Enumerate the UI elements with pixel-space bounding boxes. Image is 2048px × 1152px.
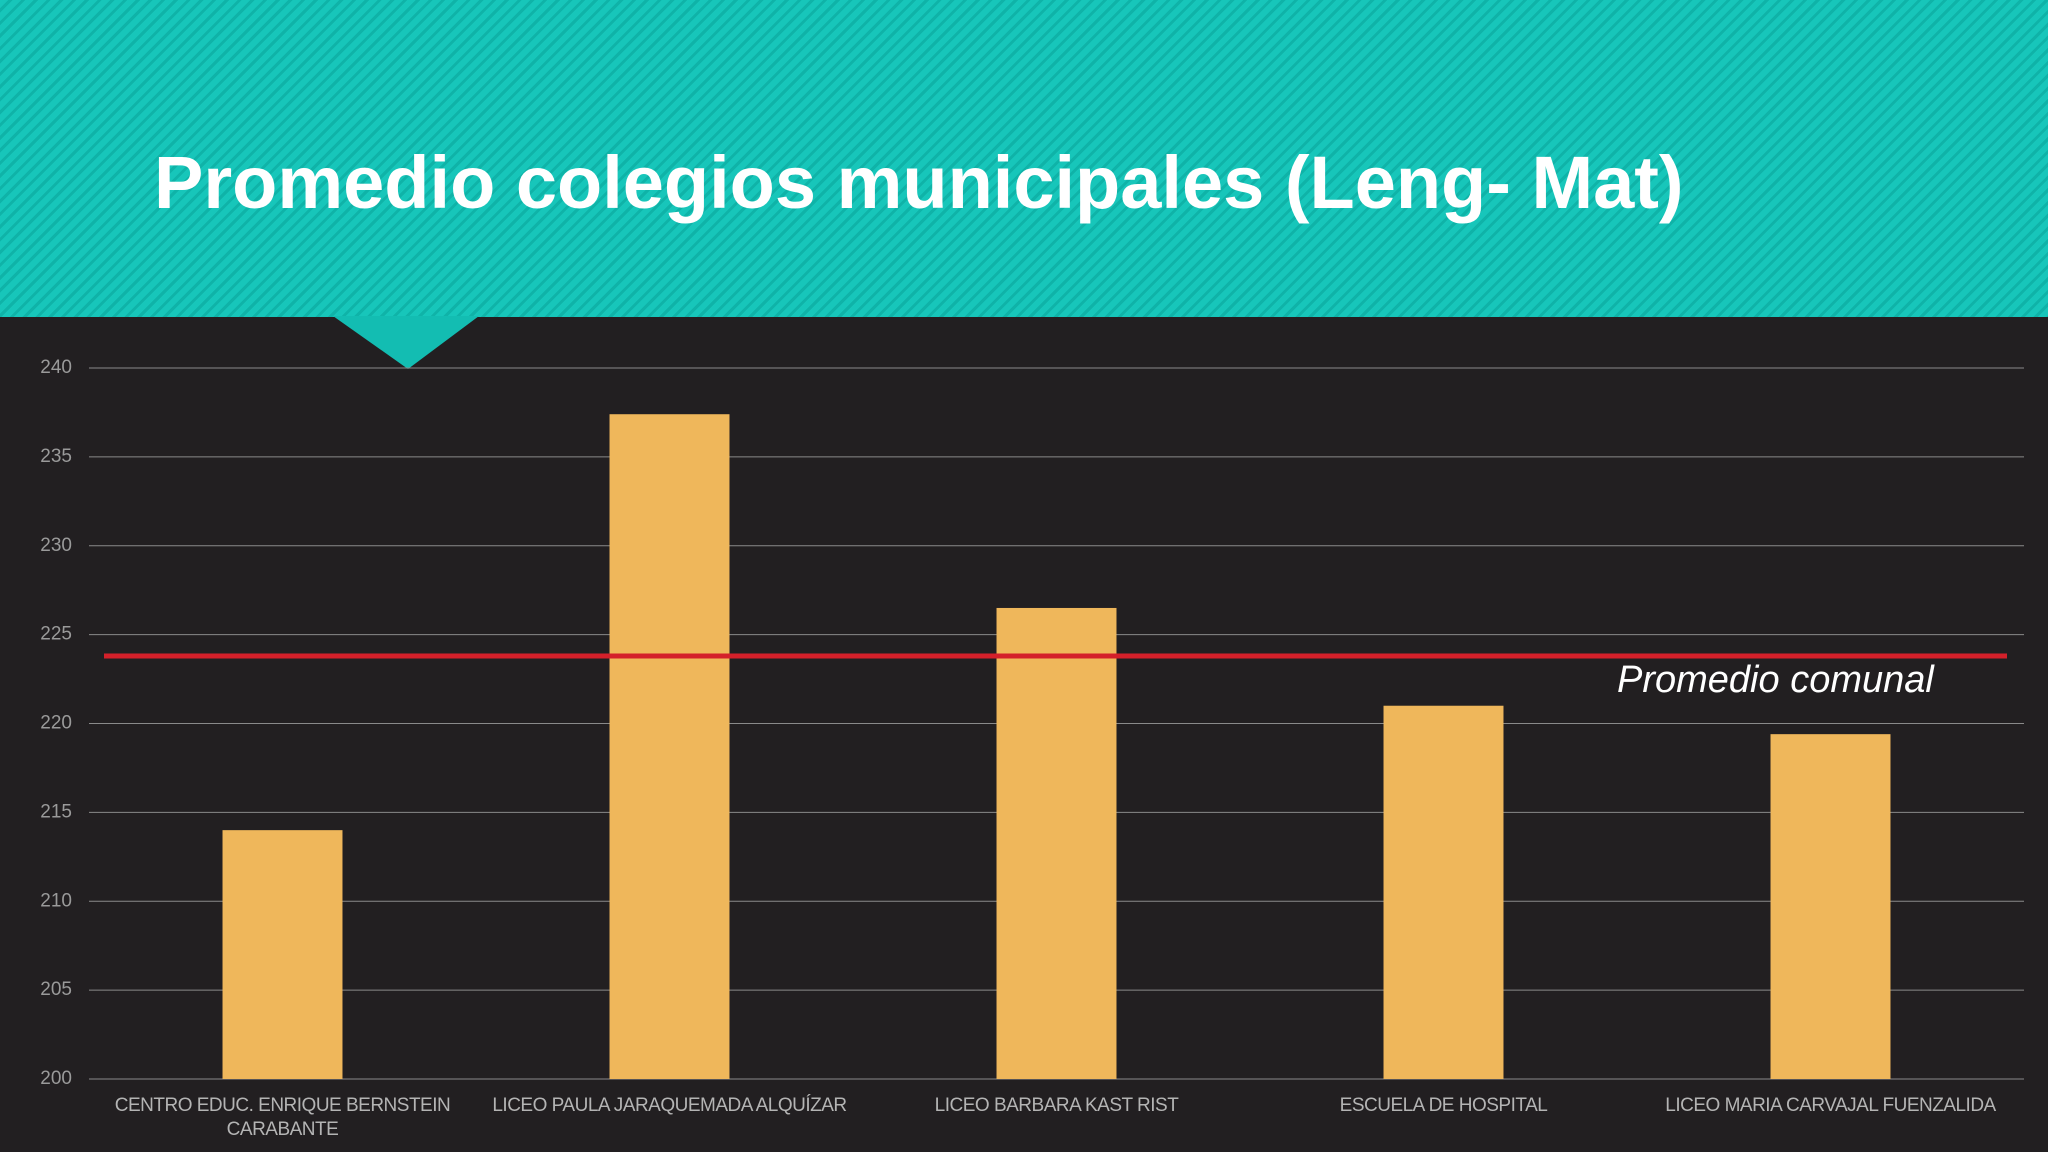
y-tick-label: 225 — [40, 624, 72, 645]
y-tick-label: 235 — [40, 446, 72, 467]
bar — [996, 607, 1117, 1079]
y-tick-label: 215 — [40, 801, 72, 822]
y-tick-label: 230 — [40, 535, 72, 556]
y-tick-label: 210 — [40, 890, 72, 911]
bar — [222, 830, 343, 1079]
reference-label: Promedio comunal — [1617, 659, 1935, 701]
x-tick-label: ESCUELA DE HOSPITAL — [1339, 1095, 1548, 1116]
bar — [609, 414, 730, 1080]
chart-title: Promedio colegios municipales (Leng- Mat… — [154, 141, 1684, 224]
x-tick-label: CENTRO EDUC. ENRIQUE BERNSTEIN CARABANTE — [114, 1095, 451, 1140]
bar — [1770, 734, 1891, 1079]
x-tick-label: LICEO PAULA JARAQUEMADA ALQUÍZAR — [492, 1095, 847, 1116]
header-notch — [333, 316, 479, 369]
header-banner: Promedio colegios municipales (Leng- Mat… — [0, 0, 2048, 317]
y-tick-label: 240 — [40, 357, 72, 378]
y-tick-label: 200 — [40, 1068, 72, 1089]
y-tick-label: 205 — [40, 979, 72, 1000]
x-tick-label: LICEO BARBARA KAST RIST — [934, 1095, 1179, 1116]
x-tick-label: LICEO MARIA CARVAJAL FUENZALIDA — [1665, 1095, 1996, 1116]
y-tick-label: 220 — [40, 713, 72, 734]
bar — [1383, 705, 1504, 1079]
